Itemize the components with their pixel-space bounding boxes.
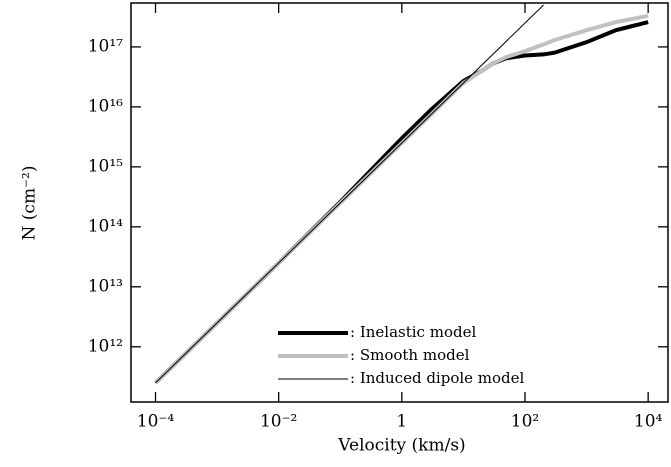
x-axis-label: Velocity (km/s) [337, 436, 465, 456]
y-tick-label: 10¹⁴ [88, 216, 123, 236]
y-axis-label: N (cm⁻²) [20, 166, 40, 241]
y-tick-label: 10¹⁷ [88, 36, 123, 56]
x-tick-label: 10² [511, 412, 539, 432]
y-tick-label: 10¹⁵ [88, 156, 123, 176]
legend-label: : Induced dipole model [350, 369, 525, 387]
legend-label: : Smooth model [350, 346, 470, 364]
x-tick-label: 10⁻⁴ [137, 412, 175, 432]
x-tick-label: 1 [396, 412, 407, 432]
plot-frame [130, 2, 669, 403]
y-tick-label: 10¹³ [88, 276, 123, 296]
x-tick-label: 10⁻² [260, 412, 297, 432]
series-line [155, 4, 544, 384]
y-tick-label: 10¹² [88, 336, 123, 356]
x-tick-label: 10⁴ [634, 412, 663, 432]
legend-label: : Inelastic model [350, 323, 476, 341]
y-tick-label: 10¹⁶ [88, 96, 123, 116]
